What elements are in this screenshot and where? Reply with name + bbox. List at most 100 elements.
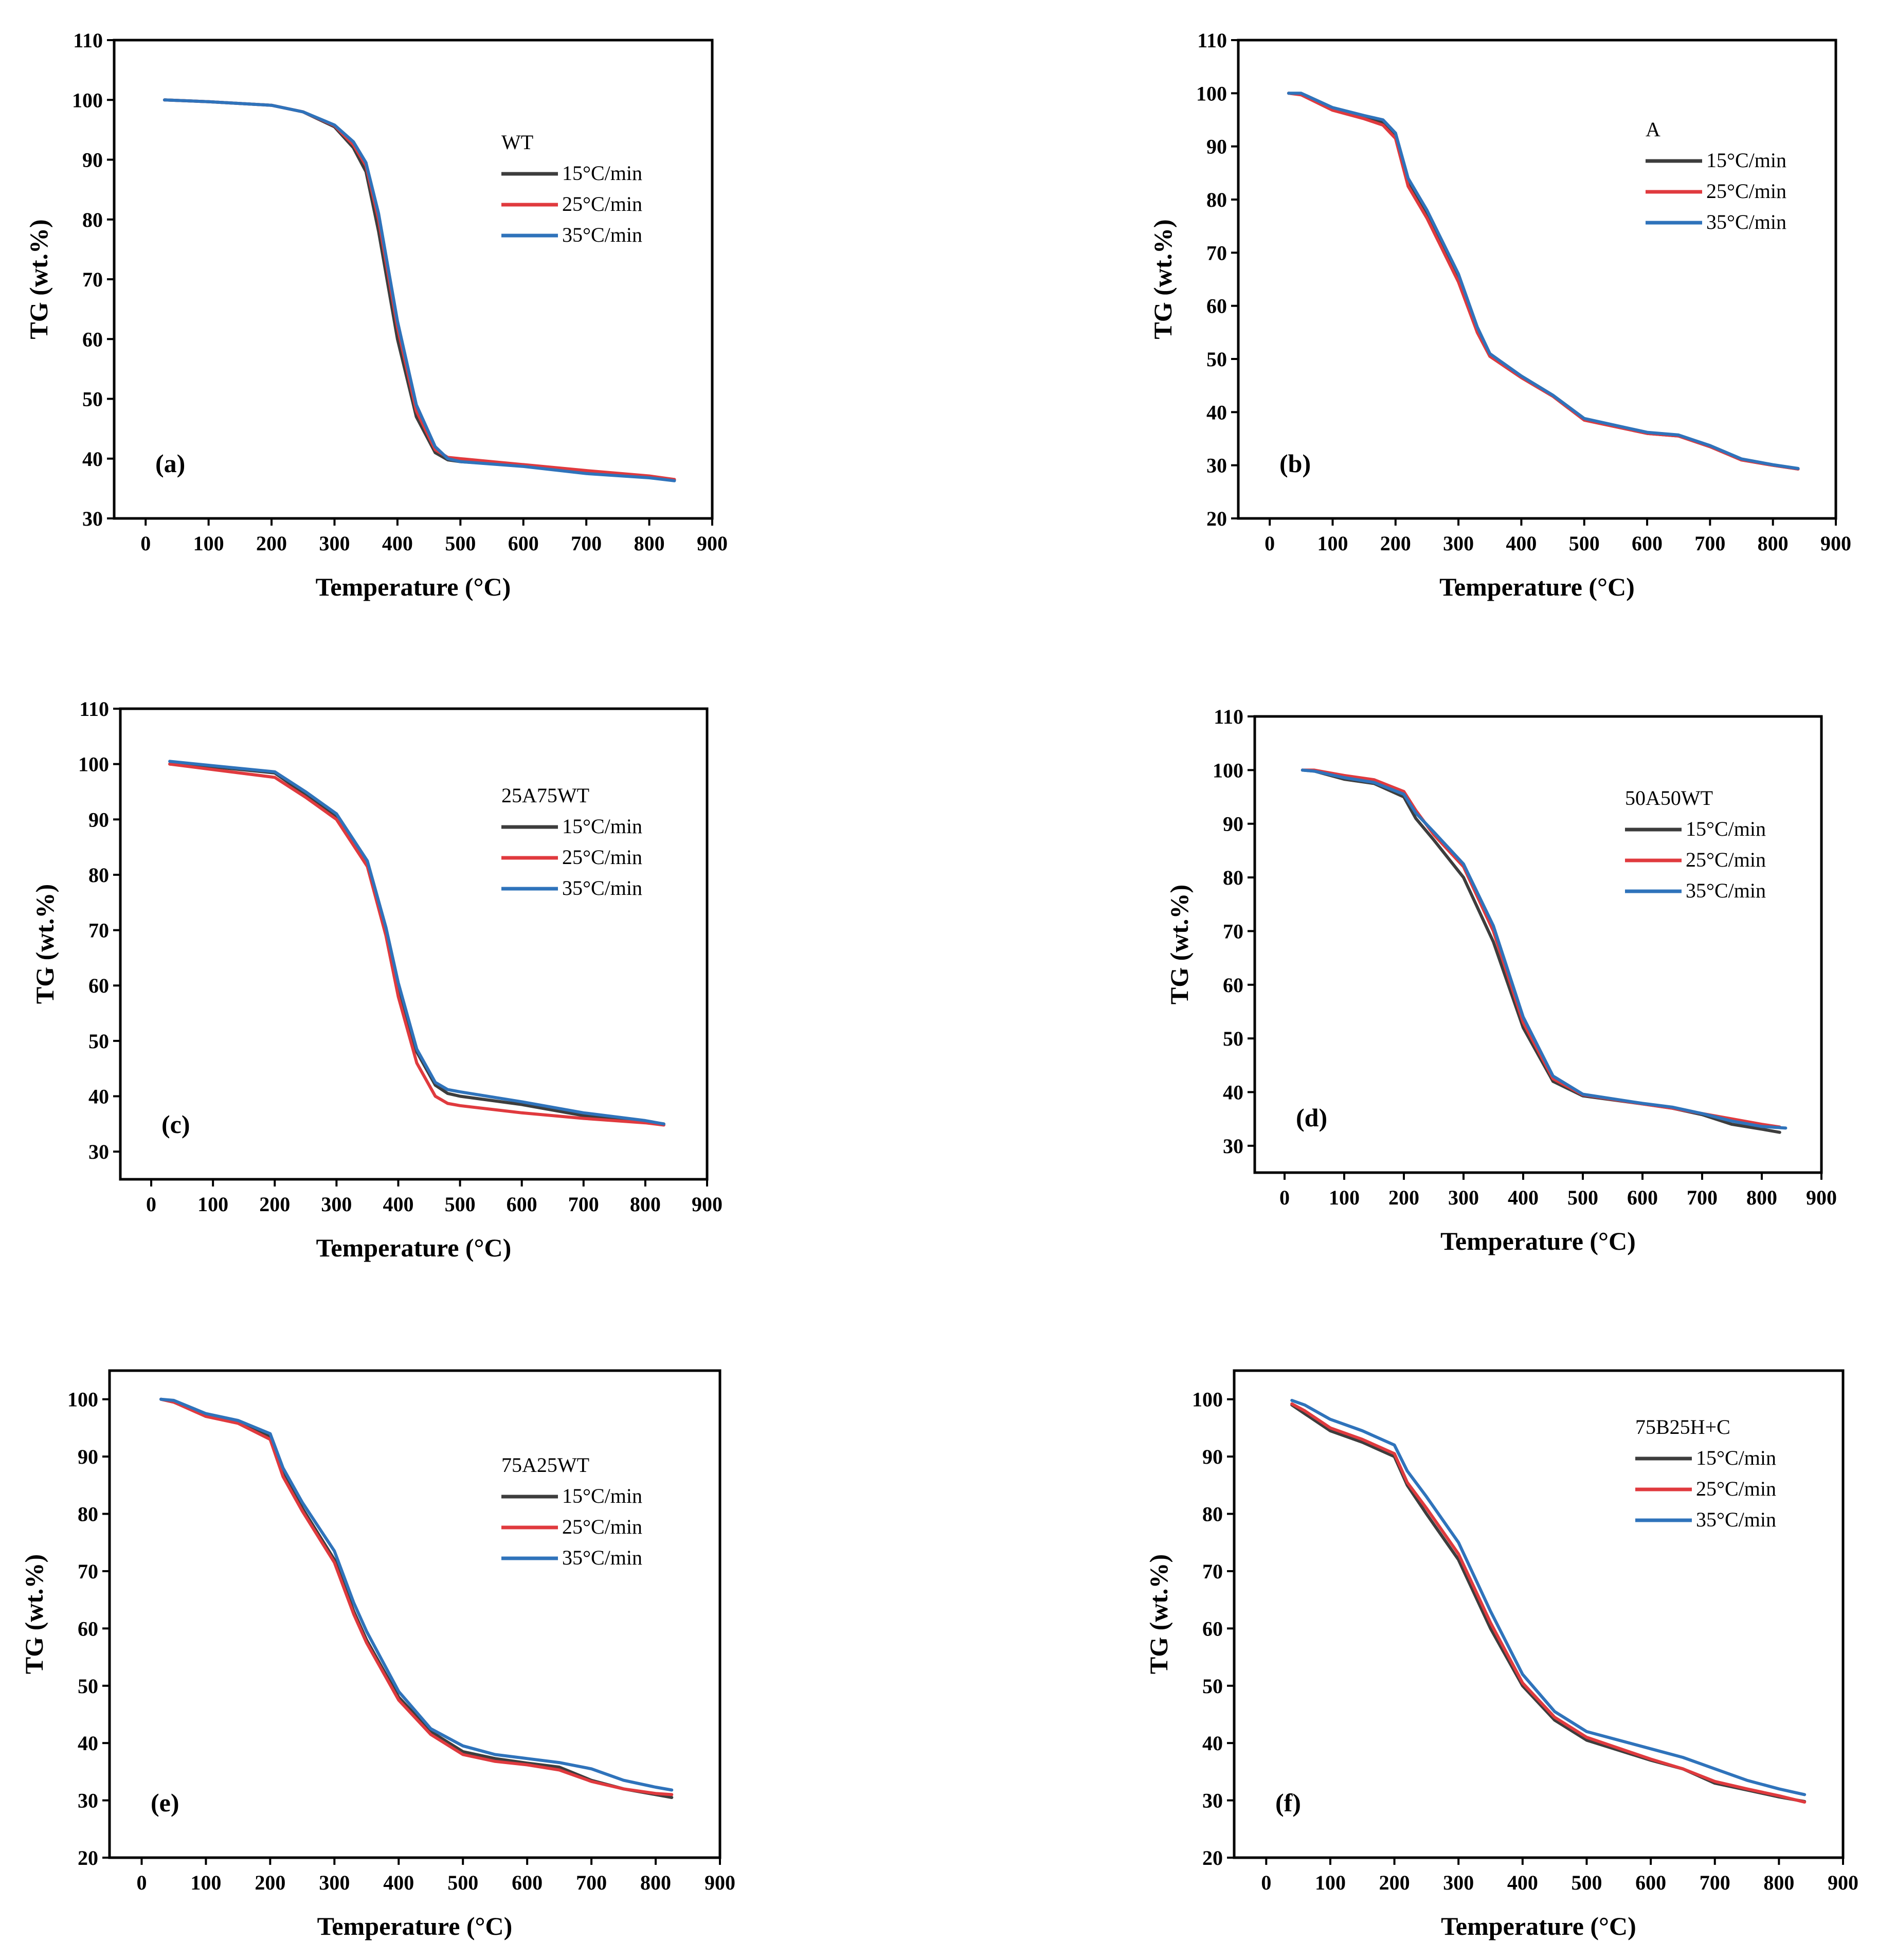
plot-frame [108,1369,721,1859]
x-tick-label: 900 [705,1871,735,1894]
x-tick-label: 0 [136,1871,147,1894]
y-tick-label: 30 [1223,1135,1243,1158]
chart-panel-e: 0 100 200 300 400 500 600 700 800 900 20 30 40 50 60 70… [20,1369,735,1940]
y-tick-label: 80 [88,864,109,887]
y-tick-label: 60 [1202,1617,1223,1640]
legend-label-15: 15°C/min [1686,817,1766,840]
y-tick-label: 70 [1206,241,1227,264]
legend-title: A [1646,118,1660,141]
legend-label-25: 25°C/min [562,846,642,869]
panel-label: (e) [151,1788,179,1817]
series-line-e-15 [159,1397,674,1799]
plot-frame [1237,39,1837,520]
series-line-d-35 [1301,768,1787,1130]
y-tick-label: 80 [78,1503,98,1526]
x-tick-label: 500 [447,1871,478,1894]
x-tick-label: 800 [634,532,665,555]
x-tick-label: 700 [1700,1871,1730,1894]
x-tick-label: 400 [382,532,413,555]
x-tick-label: 500 [445,1193,476,1216]
x-tick-label: 400 [383,1871,414,1894]
y-tick-label: 110 [73,29,103,52]
panel-label: (a) [155,449,185,478]
legend-label-25: 25°C/min [562,1515,642,1538]
y-tick-label: 100 [1196,82,1227,105]
x-tick-label: 800 [1763,1871,1794,1894]
legend-label-35: 35°C/min [1706,210,1786,233]
x-tick-label: 400 [1508,1186,1539,1209]
y-tick-label: 70 [82,268,103,291]
y-tick-label: 90 [88,808,109,831]
y-tick-label: 60 [1223,974,1243,997]
legend-label-25: 25°C/min [562,192,642,215]
y-tick-label: 110 [1214,705,1243,728]
x-tick-label: 900 [1820,532,1851,555]
x-tick-label: 800 [630,1193,661,1216]
x-tick-label: 500 [445,532,476,555]
y-tick-label: 50 [82,388,103,411]
y-axis-title: TG (wt.%) [20,1554,48,1674]
x-tick-label: 300 [1443,532,1474,555]
y-axis-title: TG (wt.%) [1148,219,1177,339]
plot-frame [1233,1369,1845,1859]
chart-panel-a: 0 100 200 300 400 500 600 700 800 900 30 40 50 60 70 80… [24,29,728,601]
y-tick-label: 60 [82,328,103,351]
x-tick-label: 300 [319,1871,350,1894]
x-tick-label: 900 [692,1193,723,1216]
series-line-f-15 [1290,1403,1807,1803]
y-tick-label: 70 [78,1560,98,1583]
x-tick-label: 100 [1317,532,1348,555]
chart-panel-c: 0 100 200 300 400 500 600 700 800 900 30 40 50 60 70 80… [30,697,723,1262]
x-tick-label: 600 [508,532,539,555]
y-tick-label: 30 [78,1789,98,1812]
y-tick-label: 40 [82,447,103,471]
x-tick-label: 300 [1443,1871,1474,1894]
x-tick-label: 200 [259,1193,290,1216]
x-tick-label: 200 [1388,1186,1419,1209]
x-axis-title: Temperature (°C) [316,572,511,601]
series-line-f-35 [1290,1398,1807,1796]
y-tick-label: 60 [78,1617,98,1640]
y-tick-label: 30 [88,1140,109,1163]
y-tick-label: 100 [1213,759,1243,782]
x-tick-label: 500 [1571,1871,1602,1894]
panel-label: (c) [161,1110,190,1139]
y-tick-label: 100 [67,1388,98,1411]
series-line-b-35 [1287,92,1800,470]
y-tick-label: 40 [78,1732,98,1755]
y-tick-label: 40 [1206,401,1227,424]
y-tick-label: 30 [1206,454,1227,477]
y-tick-label: 80 [82,208,103,231]
legend-label-35: 35°C/min [1696,1508,1776,1531]
legend-label-35: 35°C/min [562,876,642,900]
x-tick-label: 500 [1569,532,1600,555]
legend-label-25: 25°C/min [1696,1477,1776,1500]
x-tick-label: 100 [1329,1186,1360,1209]
y-tick-label: 80 [1206,188,1227,211]
y-tick-label: 30 [1202,1789,1223,1812]
legend-label-15: 15°C/min [562,1484,642,1507]
legend-label-35: 35°C/min [562,223,642,246]
series-line-a-15 [162,98,676,481]
y-tick-label: 50 [1206,348,1227,371]
y-tick-label: 100 [78,753,109,776]
series-line-a-35 [162,98,676,482]
x-tick-label: 300 [319,532,350,555]
series-line-c-25 [168,762,665,1127]
y-tick-label: 90 [78,1445,98,1468]
y-tick-label: 90 [1206,135,1227,158]
x-tick-label: 900 [1828,1871,1858,1894]
plot-frame [119,707,709,1181]
x-tick-label: 300 [321,1193,352,1216]
x-tick-label: 700 [571,532,602,555]
x-tick-label: 800 [1758,532,1789,555]
x-tick-label: 900 [697,532,728,555]
series-line-e-25 [159,1397,674,1796]
chart-panel-f: 0 100 200 300 400 500 600 700 800 900 20 30 40 50 60 70… [1144,1369,1858,1940]
x-tick-label: 700 [568,1193,599,1216]
y-tick-label: 70 [88,919,109,942]
legend-label-15: 15°C/min [562,815,642,838]
x-tick-label: 100 [197,1193,228,1216]
x-axis-title: Temperature (°C) [1439,572,1635,601]
